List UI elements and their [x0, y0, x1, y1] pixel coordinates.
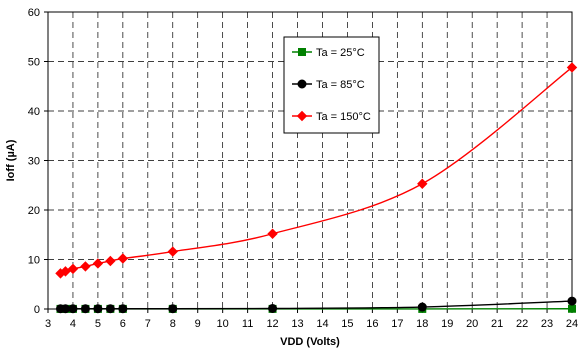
x-tick-label: 16	[366, 318, 378, 330]
legend: Ta = 25°C Ta = 85°C Ta = 150°C	[284, 37, 379, 133]
x-tick-label: 3	[45, 318, 51, 330]
x-tick-label: 24	[566, 318, 578, 330]
x-tick-label: 8	[170, 318, 176, 330]
data-point	[568, 297, 576, 305]
x-tick-label: 13	[291, 318, 303, 330]
data-point	[418, 303, 426, 311]
x-tick-label: 11	[242, 318, 253, 330]
y-tick-label: 50	[28, 57, 40, 69]
data-point	[61, 305, 69, 313]
x-axis-title: VDD (Volts)	[280, 336, 340, 348]
legend-label: Ta = 85°C	[316, 79, 365, 91]
x-tick-label: 4	[70, 318, 76, 330]
x-tick-label: 5	[95, 318, 101, 330]
x-tick-label: 19	[441, 318, 453, 330]
x-tick-label: 10	[217, 318, 229, 330]
x-tick-label: 17	[391, 318, 403, 330]
y-tick-label: 0	[34, 304, 40, 316]
legend-marker	[298, 80, 306, 88]
x-tick-labels: 3 4 5 6 7 8 9 10 11 12 13 14 15 16 17 18 19 20 21 22 23 24	[45, 318, 578, 330]
y-axis-title: Ioff (µA)	[5, 139, 17, 181]
data-point	[94, 305, 102, 313]
x-tick-label: 14	[316, 318, 328, 330]
x-tick-label: 12	[266, 318, 278, 330]
data-point	[269, 305, 277, 313]
x-tick-label: 20	[466, 318, 478, 330]
data-point	[569, 305, 576, 312]
data-point	[81, 305, 89, 313]
y-tick-label: 40	[28, 106, 40, 118]
x-tick-label: 21	[491, 318, 503, 330]
data-point	[106, 305, 114, 313]
x-tick-label: 9	[195, 318, 201, 330]
legend-marker	[299, 49, 306, 56]
x-tick-label: 22	[516, 318, 528, 330]
x-tick-label: 15	[341, 318, 353, 330]
x-tick-label: 6	[120, 318, 126, 330]
y-tick-label: 30	[28, 156, 40, 168]
data-point	[69, 305, 77, 313]
data-point	[119, 305, 127, 313]
y-tick-label: 20	[28, 205, 40, 217]
x-tick-label: 18	[416, 318, 428, 330]
x-tick-label: 7	[145, 318, 151, 330]
y-tick-label: 60	[28, 7, 40, 19]
y-tick-label: 10	[28, 255, 40, 267]
y-tick-labels: 0 10 20 30 40 50 60	[28, 7, 40, 316]
legend-label: Ta = 25°C	[316, 47, 365, 59]
x-tick-label: 23	[541, 318, 553, 330]
data-point	[169, 305, 177, 313]
legend-label: Ta = 150°C	[316, 111, 371, 123]
